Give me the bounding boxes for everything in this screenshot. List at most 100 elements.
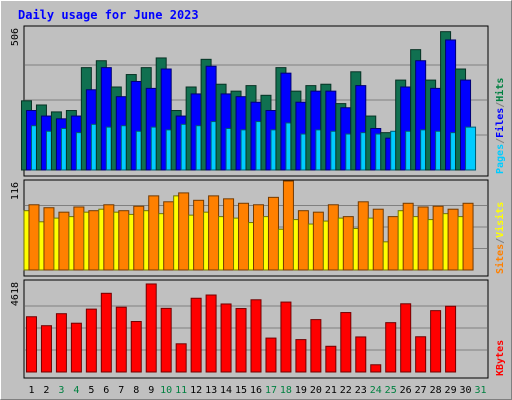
x-tick-label: 27: [415, 385, 427, 396]
bar-kbytes: [265, 337, 277, 373]
x-tick-label: 13: [205, 385, 217, 396]
bar-kbytes: [130, 321, 142, 373]
panel-visits-sites: 116 Sites/Visits: [10, 179, 506, 277]
x-tick-label: 24: [370, 385, 382, 396]
bar-sites: [297, 210, 309, 271]
bar-sites: [327, 204, 339, 271]
bar-sites: [208, 195, 220, 271]
x-tick-label: 10: [160, 385, 172, 396]
bar-sites: [178, 192, 190, 271]
x-tick-label: 22: [340, 385, 352, 396]
bar-kbytes: [70, 322, 82, 373]
bar-kbytes: [205, 294, 217, 373]
bar-pages: [465, 126, 477, 171]
bar-kbytes: [310, 319, 322, 373]
bar-sites: [402, 202, 414, 271]
x-tick-label: 19: [295, 385, 307, 396]
bar-sites: [193, 199, 205, 271]
legend-item: /: [495, 138, 506, 144]
x-tick-label: 25: [385, 385, 397, 396]
bar-sites: [372, 208, 384, 271]
x-tick-label: 29: [445, 385, 457, 396]
panel-legend: Sites/Visits: [494, 202, 506, 274]
bar-sites: [73, 206, 85, 271]
bar-kbytes: [385, 322, 397, 373]
x-tick-label: 20: [310, 385, 322, 396]
x-tick-label: 2: [43, 385, 49, 396]
panel-max-label: 4618: [10, 282, 21, 306]
bar-sites: [88, 210, 100, 271]
x-tick-label: 28: [430, 385, 442, 396]
x-tick-label: 5: [88, 385, 94, 396]
bar-kbytes: [280, 301, 292, 373]
panel-legend: KBytes: [495, 340, 506, 376]
x-tick-label: 7: [118, 385, 124, 396]
bar-kbytes: [115, 306, 127, 373]
bar-kbytes: [55, 313, 67, 373]
bar-sites: [28, 204, 40, 271]
bar-kbytes: [370, 364, 382, 373]
legend-item: Hits: [494, 78, 506, 102]
legend-item: Sites: [494, 244, 506, 274]
x-tick-label: 3: [58, 385, 64, 396]
bar-sites: [387, 216, 399, 271]
bar-kbytes: [355, 336, 367, 373]
legend-item: Visits: [494, 202, 506, 238]
bar-sites: [118, 210, 130, 271]
bar-kbytes: [250, 299, 262, 373]
x-tick-label: 11: [175, 385, 187, 396]
bar-sites: [253, 204, 264, 271]
bar-sites: [43, 207, 55, 271]
bar-sites: [462, 202, 474, 271]
legend-item: /: [495, 238, 506, 244]
bar-sites: [163, 201, 175, 271]
x-tick-label: 26: [400, 385, 412, 396]
bar-sites: [133, 205, 145, 271]
bar-kbytes: [220, 303, 232, 373]
panel-max-label: 506: [10, 28, 21, 46]
bar-sites: [58, 211, 70, 271]
bar-sites: [357, 201, 369, 271]
bar-sites: [282, 180, 294, 271]
bar-sites: [267, 196, 279, 271]
legend-item: KBytes: [495, 340, 506, 376]
bar-sites: [417, 206, 429, 271]
bar-kbytes: [190, 297, 202, 373]
bar-sites: [238, 202, 250, 271]
bar-kbytes: [430, 310, 442, 373]
bar-sites: [312, 211, 324, 271]
chart-title: Daily usage for June 2023: [18, 8, 199, 22]
bar-sites: [103, 204, 115, 271]
bar-kbytes: [145, 283, 157, 373]
bar-kbytes: [295, 339, 307, 373]
bar-kbytes: [175, 343, 187, 373]
bar-sites: [432, 205, 444, 271]
bar-kbytes: [25, 316, 37, 373]
x-tick-label: 16: [250, 385, 262, 396]
x-tick-label: 4: [73, 385, 79, 396]
x-tick-label: 14: [220, 385, 232, 396]
x-tick-label: 1: [28, 385, 34, 396]
bar-sites: [447, 208, 459, 271]
legend-item: /: [495, 102, 506, 108]
x-tick-label: 18: [280, 385, 292, 396]
x-tick-label: 8: [133, 385, 139, 396]
x-tick-label: 21: [325, 385, 337, 396]
x-tick-label: 17: [265, 385, 277, 396]
x-tick-label: 12: [190, 385, 202, 396]
bar-sites: [148, 195, 160, 271]
bar-kbytes: [235, 308, 247, 373]
bar-kbytes: [160, 307, 172, 373]
x-tick-label: 15: [235, 385, 247, 396]
legend-item: Pages: [495, 144, 506, 174]
bar-kbytes: [340, 312, 352, 373]
x-tick-label: 6: [103, 385, 109, 396]
bar-kbytes: [415, 336, 427, 373]
panel-kbytes: 4618 KBytes: [10, 279, 506, 379]
panel-max-label: 116: [10, 182, 21, 200]
legend-item: Files: [494, 108, 506, 138]
panel-legend: Pages/Files/Hits: [494, 78, 506, 174]
